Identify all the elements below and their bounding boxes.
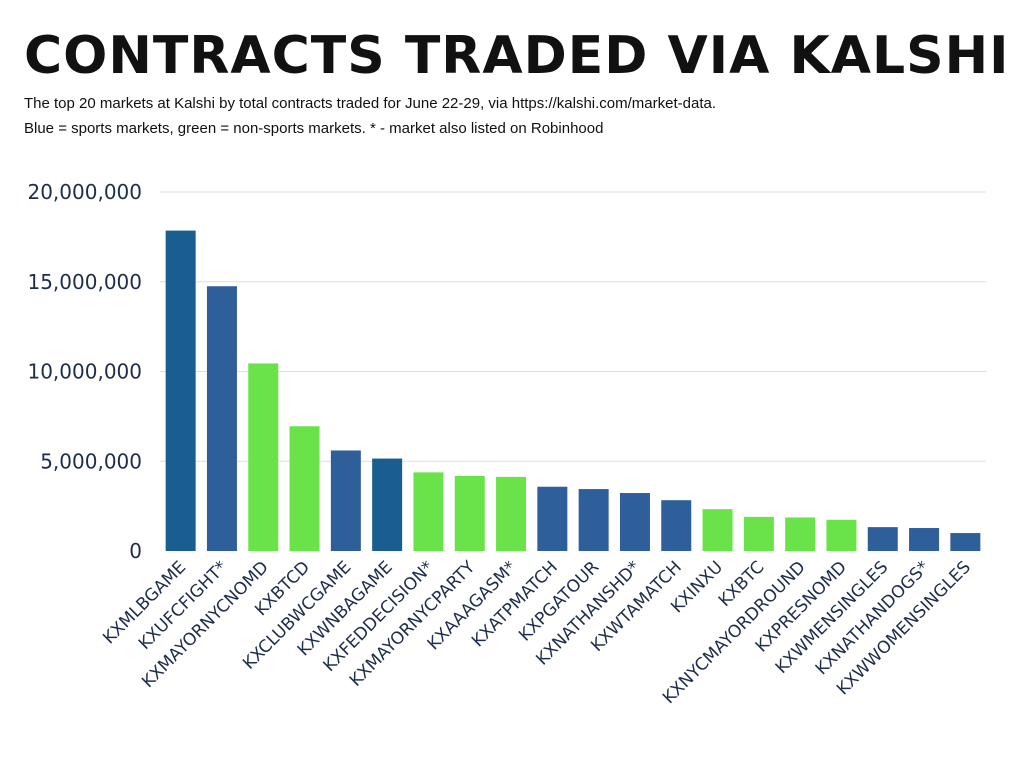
y-axis-ticks: 0 5,000,000 10,000,000 15,000,000 20,000,000 [27,180,142,563]
chart-title: CONTRACTS TRADED VIA KALSHI [24,26,1010,86]
y-tick-label-4: 20,000,000 [27,180,142,204]
bar-10 [578,489,609,551]
bar-15 [785,517,816,551]
chart-subtitle-line-2: Blue = sports markets, green = non-sport… [24,120,604,137]
y-tick-label-2: 10,000,000 [27,360,142,384]
bar-5 [372,458,403,551]
bar-4 [330,450,361,551]
bar-12 [661,500,692,551]
bar-14 [743,516,774,551]
x-axis-ticks: KXMLBGAMEKXUFCFIGHT*KXMAYORNYCNOMDKXBTCD… [99,557,975,708]
y-tick-label-1: 5,000,000 [40,449,142,473]
bar-9 [537,486,568,551]
bar-19 [950,533,981,551]
gridlines [160,191,986,462]
bar-18 [909,528,940,551]
bars [165,230,981,551]
chart-subtitle-line-1: The top 20 markets at Kalshi by total co… [24,95,716,112]
bar-0 [165,230,196,551]
bar-17 [867,527,898,551]
bar-3 [289,426,320,551]
y-tick-label-3: 15,000,000 [27,270,142,294]
bar-6 [413,472,444,551]
bar-2 [248,363,279,551]
bar-13 [702,509,733,551]
bar-8 [496,476,527,551]
bar-7 [454,475,485,551]
bar-1 [206,286,237,551]
y-tick-label-0: 0 [129,539,142,563]
bar-11 [619,493,650,551]
bar-16 [826,519,857,551]
